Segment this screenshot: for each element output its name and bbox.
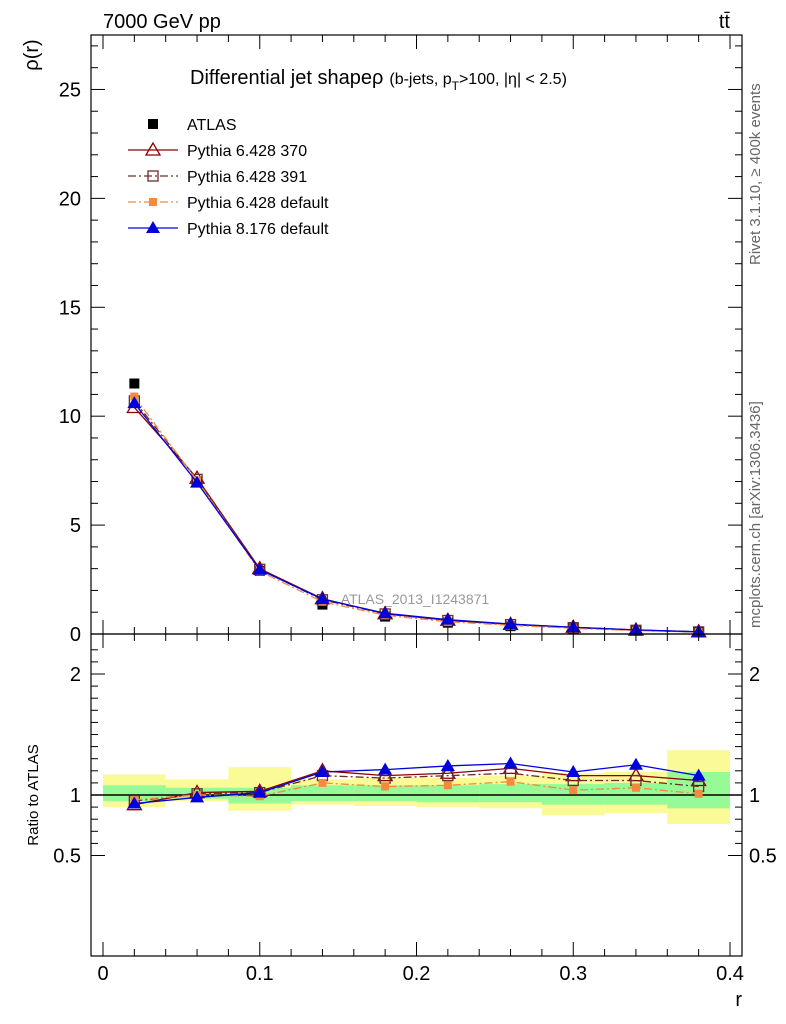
- ratio-line-pythia-8-176-default: [134, 762, 699, 805]
- ratio-point-pythia-8-176-default: [440, 758, 455, 771]
- x-tick-label: 0: [97, 963, 108, 985]
- ratio-point-pythia-6-428-default: [443, 781, 452, 790]
- x-tick-label: 0.4: [716, 963, 744, 985]
- ratio-y-tick-label: 2: [70, 664, 81, 686]
- ratio-point-pythia-6-428-370: [377, 767, 394, 782]
- ratio-point-pythia-8-176-default: [315, 765, 330, 778]
- main-y-tick-label: 5: [70, 515, 81, 537]
- legend-marker-pythia-6-428-default: [149, 198, 157, 206]
- main-y-tick-label: 20: [59, 188, 81, 210]
- main-y-tick-label: 15: [59, 297, 81, 319]
- ratio-point-pythia-6-428-default: [381, 782, 390, 791]
- main-chart-title: Differential jet shapeρ (b-jets, pT>100, …: [190, 67, 567, 93]
- ratio-band-inner: [479, 784, 542, 803]
- ratio-band-inner: [353, 785, 417, 802]
- ratio-point-pythia-6-428-default: [631, 783, 640, 792]
- legend-marker-pythia-6-428-370: [144, 141, 162, 156]
- main-y-axis-label: ρ(r): [21, 39, 43, 70]
- x-tick-label: 0.3: [559, 963, 587, 985]
- legend-label-pythia-6-428-370: Pythia 6.428 370: [187, 143, 307, 160]
- ratio-line-pythia-6-428-default: [134, 781, 699, 801]
- title-sub-post: >100, |η| < 2.5): [459, 71, 567, 88]
- main-y-tick-label: 25: [59, 79, 81, 101]
- ratio-point-pythia-6-428-default: [506, 777, 515, 786]
- ratio-point-pythia-6-428-370: [627, 767, 645, 782]
- rivet-label: Rivet 3.1.10, ≥ 400k events: [747, 83, 764, 265]
- main-y-tick-label: 0: [70, 624, 81, 646]
- ratio-point-pythia-6-428-default: [318, 778, 327, 787]
- mcplots-label: mcplots.cern.ch [arXiv:1306.3436]: [747, 401, 764, 628]
- legend: ATLAS Pythia 6.428 370 Pythia 6.428 391 Pyt…: [128, 117, 329, 238]
- main-point-pythia-8-176-default: [315, 592, 330, 605]
- ratio-y-tick-label-right: 2: [749, 664, 760, 686]
- ratio-point-pythia-8-176-default: [691, 768, 706, 781]
- main-point-pythia-8-176-default: [127, 396, 142, 409]
- ratio-band-inner: [416, 785, 480, 803]
- ratio-band-inner: [103, 785, 166, 802]
- title-sub-sub: T: [452, 79, 460, 93]
- ratio-point-pythia-8-176-default: [503, 756, 518, 769]
- main-point-pythia-8-176-default: [252, 562, 267, 575]
- title-sub-pre: (b-jets, p: [389, 71, 451, 88]
- legend-label-pythia-8-176-default: Pythia 8.176 default: [187, 221, 329, 238]
- main-point-atlas: [129, 378, 140, 389]
- ratio-y-axis-label: Ratio to ATLAS: [25, 744, 42, 845]
- ratio-point-pythia-8-176-default: [628, 757, 643, 770]
- title-rho: ρ: [372, 67, 383, 89]
- legend-marker-atlas: [148, 119, 158, 129]
- process-label: tt̄: [719, 11, 731, 33]
- svg-text:Differential jet shapeρ(b-jets: Differential jet shapeρ (b-jets, pT>100, …: [190, 67, 567, 93]
- main-point-pythia-8-176-default: [503, 616, 518, 629]
- ratio-line-pythia-6-428-370: [134, 767, 699, 806]
- main-line-pythia-6-428-default: [133, 396, 699, 633]
- main-point-pythia-8-176-default: [190, 475, 205, 488]
- legend-label-pythia-6-428-default: Pythia 6.428 default: [187, 195, 329, 212]
- x-tick-label: 0.1: [246, 963, 274, 985]
- ratio-y-tick-label-right: 1: [749, 785, 760, 807]
- energy-label: 7000 GeV pp: [103, 11, 221, 33]
- ratio-point-pythia-6-428-default: [569, 786, 578, 795]
- x-axis-label: r: [735, 989, 742, 1011]
- analysis-watermark: ATLAS_2013_I1243871: [341, 591, 490, 607]
- ratio-point-pythia-8-176-default: [566, 765, 581, 778]
- title-main: Differential jet shape: [190, 67, 372, 89]
- legend-label-atlas: ATLAS: [187, 117, 237, 134]
- ratio-point-pythia-6-428-370: [439, 764, 456, 779]
- main-point-pythia-8-176-default: [378, 606, 393, 619]
- main-y-tick-label: 10: [59, 406, 81, 428]
- ratio-y-tick-label: 0.5: [53, 846, 81, 868]
- legend-marker-pythia-6-428-391: [147, 170, 159, 182]
- ratio-point-pythia-8-176-default: [127, 796, 142, 809]
- main-point-pythia-8-176-default: [440, 612, 455, 625]
- ratio-line-pythia-6-428-391: [134, 772, 699, 802]
- ratio-point-pythia-6-428-default: [694, 789, 703, 798]
- ratio-point-pythia-8-176-default: [252, 785, 267, 798]
- ratio-point-pythia-8-176-default: [190, 790, 205, 803]
- ratio-y-tick-label: 1: [70, 785, 81, 807]
- ratio-y-tick-label-right: 0.5: [749, 846, 777, 868]
- ratio-point-pythia-8-176-default: [378, 762, 393, 775]
- ratio-band-inner: [291, 785, 354, 802]
- x-tick-label: 0.2: [403, 963, 431, 985]
- ratio-band-inner: [604, 782, 668, 805]
- legend-marker-pythia-8-176-default: [146, 221, 160, 233]
- legend-label-pythia-6-428-391: Pythia 6.428 391: [187, 169, 307, 186]
